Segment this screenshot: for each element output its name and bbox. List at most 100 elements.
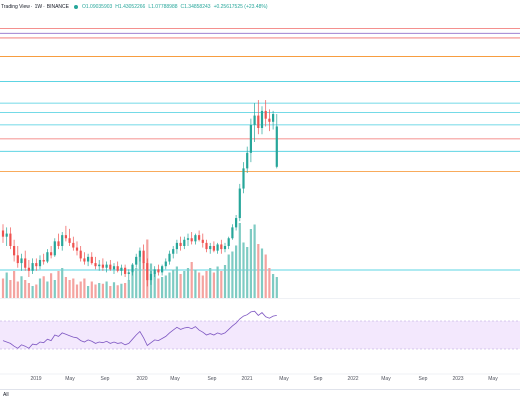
- candle-body: [124, 267, 127, 274]
- candle-body: [183, 239, 186, 246]
- candle-body: [105, 264, 108, 268]
- candle-body: [220, 244, 223, 250]
- volume-bar: [94, 284, 97, 298]
- candle-body: [209, 246, 212, 250]
- candle-body: [61, 235, 64, 246]
- candle-body: [201, 239, 204, 243]
- candle-body: [272, 114, 275, 122]
- candle-body: [127, 272, 130, 274]
- time-axis-label: 2021: [241, 376, 252, 382]
- volume-bar: [164, 275, 167, 298]
- candle-body: [275, 126, 278, 167]
- volume-bar: [268, 268, 271, 298]
- volume-bar: [153, 272, 156, 298]
- candle-body: [75, 247, 79, 251]
- candle-body: [1, 230, 5, 237]
- volume-bar: [205, 271, 208, 298]
- bottom-toolbar: All: [0, 389, 520, 401]
- volume-bar: [1, 278, 5, 298]
- candle-body: [31, 263, 34, 271]
- volume-bar: [35, 284, 38, 298]
- volume-bar: [190, 262, 193, 298]
- volume-bar: [79, 281, 82, 298]
- time-axis-label: May: [488, 376, 498, 382]
- candle-body: [212, 246, 215, 251]
- candle-body: [190, 238, 193, 242]
- candle-body: [24, 258, 27, 268]
- volume-bar: [260, 248, 264, 298]
- candle-body: [186, 238, 190, 240]
- candle-body: [83, 258, 86, 262]
- candle-body: [253, 115, 256, 125]
- candle-body: [72, 242, 75, 248]
- candle-body: [260, 110, 264, 128]
- candle-body: [235, 218, 238, 228]
- symbol-name[interactable]: Trading View: [1, 4, 30, 10]
- volume-bar: [61, 268, 64, 298]
- candle-body: [153, 269, 156, 274]
- volume-bar: [168, 272, 171, 298]
- candle-body: [175, 242, 178, 250]
- horizontal-lines: [0, 28, 520, 172]
- symbol-legend[interactable]: Trading View · 1W · BINANCE O1.09035903 …: [0, 2, 271, 12]
- time-axis-label: Sep: [101, 376, 110, 382]
- volume-bar: [112, 282, 116, 298]
- volume-bar: [53, 280, 56, 298]
- volume-bar: [90, 281, 93, 298]
- volume-bar: [201, 275, 204, 298]
- volume-bar: [157, 278, 160, 298]
- time-axis-label: 2020: [136, 376, 147, 382]
- volume-bar: [13, 271, 16, 298]
- volume-bar: [46, 281, 49, 298]
- time-axis-label: Sep: [208, 376, 217, 382]
- candle-body: [179, 242, 182, 246]
- volume-bar: [24, 280, 27, 298]
- candle-body: [268, 118, 271, 122]
- low-value: L1.07788988: [148, 4, 178, 10]
- volume-bar: [68, 280, 71, 298]
- market-status-icon: [73, 5, 78, 9]
- candle-body: [120, 267, 123, 271]
- candle-body: [87, 256, 90, 262]
- candle-body: [149, 273, 153, 281]
- volume-bar: [238, 223, 241, 298]
- volume-bar: [246, 247, 249, 298]
- candle-body: [205, 242, 208, 250]
- legend-separator: ·: [30, 4, 33, 10]
- volume-bar: [5, 272, 8, 298]
- volume-bar: [186, 268, 190, 298]
- volume-bar: [57, 271, 60, 298]
- volume-bar: [272, 274, 275, 298]
- candle-body: [46, 252, 49, 262]
- volume-bar: [275, 277, 278, 298]
- range-all-button[interactable]: All: [3, 392, 9, 398]
- volume-bar: [31, 286, 34, 298]
- volume-bar: [9, 280, 12, 298]
- volume-bar: [220, 271, 223, 298]
- close-value: C1.34858243: [180, 4, 211, 10]
- candle-body: [5, 233, 8, 237]
- candle-body: [64, 235, 67, 239]
- volume-bar: [83, 278, 86, 298]
- candle-body: [13, 246, 16, 256]
- time-axis-label: Sep: [419, 376, 428, 382]
- candle-body: [90, 256, 93, 264]
- interval-label[interactable]: 1W: [34, 4, 43, 10]
- candle-body: [227, 238, 230, 246]
- rsi-line: [2, 310, 277, 349]
- time-axis-label: 2022: [347, 376, 358, 382]
- candle-body: [116, 266, 119, 271]
- rsi-pane: [0, 310, 520, 375]
- volume-bar: [38, 278, 42, 298]
- volume-bar: [64, 277, 67, 298]
- candle-body: [216, 244, 219, 251]
- volume-bar: [223, 265, 227, 298]
- volume-bar: [42, 276, 45, 298]
- candle-body: [27, 267, 30, 271]
- volume-bar: [183, 271, 186, 298]
- volume-bar: [212, 272, 215, 298]
- candle-body: [53, 241, 56, 256]
- volume-bar: [235, 245, 238, 298]
